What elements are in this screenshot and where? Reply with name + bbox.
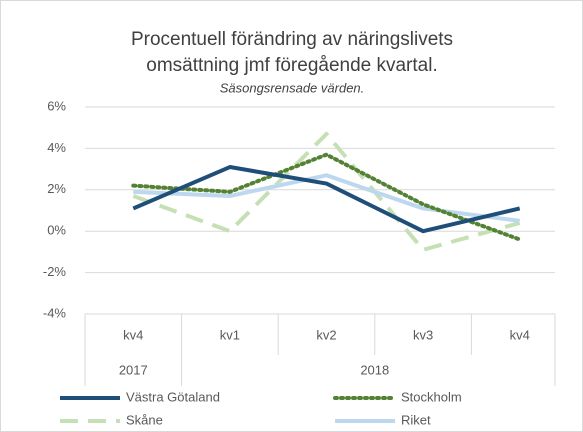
chart-subtitle: Säsongsrensade värden. (220, 80, 365, 95)
y-tick-label: 4% (47, 140, 66, 155)
chart-title: Procentuell förändring av näringslivets (131, 29, 453, 50)
y-tick-label: -2% (43, 264, 67, 279)
y-tick-label: 6% (47, 98, 66, 113)
x-group-label: 2018 (360, 362, 389, 377)
x-tick-label: kv4 (123, 327, 143, 342)
legend-label: Riket (401, 412, 431, 427)
y-tick-label: 0% (47, 223, 66, 238)
legend-label: Stockholm (401, 389, 462, 404)
y-tick-label: 2% (47, 181, 66, 196)
series-line (133, 173, 520, 223)
series-line (132, 131, 521, 252)
x-tick-label: kv4 (510, 327, 530, 342)
chart-title: omsättning jmf föregående kvartal. (146, 55, 438, 76)
series-line (132, 165, 521, 234)
y-tick-label: -4% (43, 305, 67, 320)
series-line (131, 152, 522, 242)
x-tick-label: kv2 (316, 327, 336, 342)
legend-label: Skåne (126, 412, 163, 427)
legend-label: Västra Götaland (126, 389, 220, 404)
x-tick-label: kv3 (413, 327, 433, 342)
x-tick-label: kv1 (220, 327, 240, 342)
x-group-label: 2017 (119, 362, 148, 377)
